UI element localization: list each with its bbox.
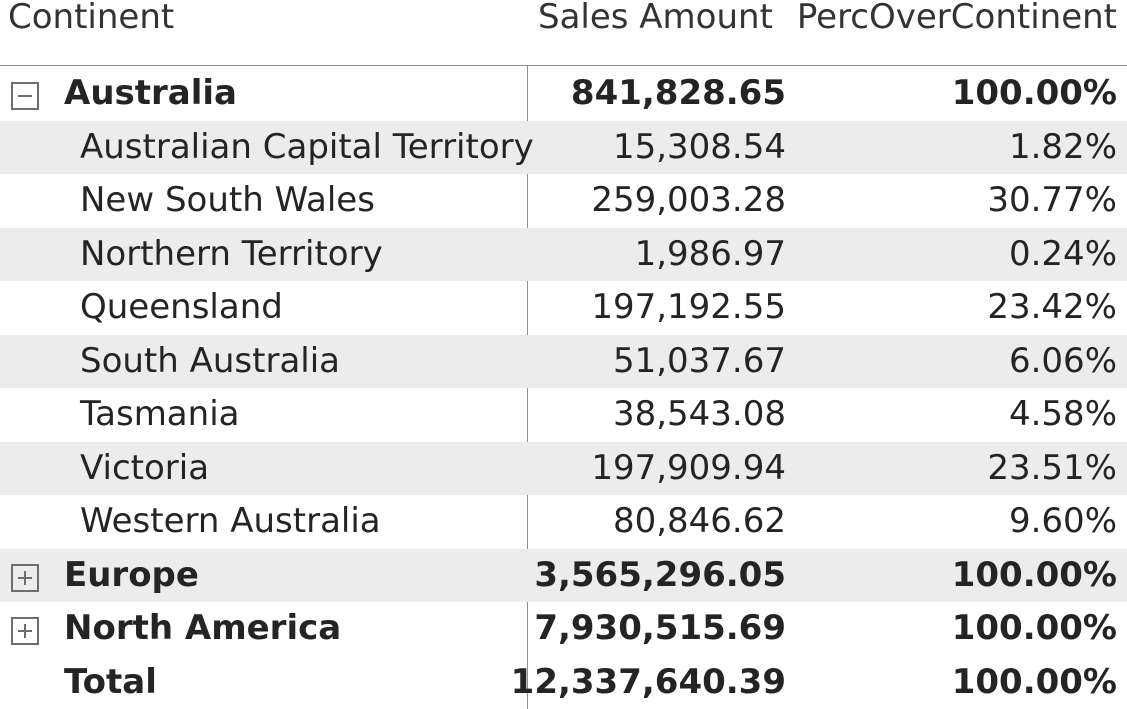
expand-icon[interactable] (11, 617, 39, 645)
perc-over-continent-value: 9.60% (1008, 501, 1117, 541)
row-label: South Australia (80, 340, 341, 381)
sales-amount-value: 15,308.54 (612, 126, 786, 167)
sales-amount-value: 51,037.67 (612, 340, 786, 381)
matrix-header: Continent Sales Amount PercOverContinent (0, 0, 1127, 66)
sales-amount-value: 7,930,515.69 (534, 608, 786, 648)
table-row: Northern Territory 1,986.97 0.24% (0, 227, 1127, 281)
row-label: Total (64, 661, 157, 702)
table-row: North America 7,930,515.69 100.00% (0, 602, 1127, 656)
row-label: Tasmania (80, 394, 240, 434)
table-row: Tasmania 38,543.08 4.58% (0, 388, 1127, 442)
table-row: Australian Capital Territory 15,308.54 1… (0, 120, 1127, 174)
header-divider (0, 65, 1127, 66)
perc-over-continent-value: 0.24% (1008, 233, 1117, 274)
perc-over-continent-value: 23.51% (987, 447, 1117, 488)
row-label: Europe (64, 554, 199, 595)
table-row: Queensland 197,192.55 23.42% (0, 281, 1127, 335)
table-row: Australia 841,828.65 100.00% (0, 67, 1127, 121)
perc-over-continent-value: 4.58% (1008, 394, 1117, 434)
row-label: New South Wales (80, 180, 375, 220)
perc-over-continent-value: 100.00% (951, 661, 1117, 702)
total-row: Total 12,337,640.39 100.00% (0, 656, 1127, 709)
sales-amount-value: 197,192.55 (591, 287, 786, 327)
sales-amount-value: 38,543.08 (612, 394, 786, 434)
sales-amount-value: 841,828.65 (570, 73, 786, 113)
collapse-icon[interactable] (11, 82, 39, 110)
table-row: Europe 3,565,296.05 100.00% (0, 548, 1127, 602)
row-label: Western Australia (80, 501, 381, 541)
table-row: New South Wales 259,003.28 30.77% (0, 174, 1127, 228)
table-row: Victoria 197,909.94 23.51% (0, 441, 1127, 495)
row-label: Queensland (80, 287, 283, 327)
perc-over-continent-value: 100.00% (951, 73, 1117, 113)
row-label: Northern Territory (80, 233, 383, 274)
perc-over-continent-value: 100.00% (951, 554, 1117, 595)
perc-over-continent-value: 100.00% (951, 608, 1117, 648)
column-header-continent[interactable]: Continent (8, 0, 175, 37)
column-header-sales-amount[interactable]: Sales Amount (538, 0, 773, 37)
row-label: Australian Capital Territory (80, 126, 534, 167)
sales-amount-value: 12,337,640.39 (510, 661, 786, 702)
row-label: Victoria (80, 447, 210, 488)
column-header-perc-over-continent[interactable]: PercOverContinent (796, 0, 1117, 37)
sales-amount-value: 80,846.62 (612, 501, 786, 541)
sales-amount-value: 197,909.94 (591, 447, 786, 488)
sales-amount-value: 259,003.28 (591, 180, 786, 220)
table-row: South Australia 51,037.67 6.06% (0, 334, 1127, 388)
perc-over-continent-value: 1.82% (1008, 126, 1117, 167)
expand-icon[interactable] (11, 563, 39, 592)
perc-over-continent-value: 23.42% (987, 287, 1117, 327)
table-row: Western Australia 80,846.62 9.60% (0, 495, 1127, 549)
perc-over-continent-value: 30.77% (987, 180, 1117, 220)
sales-amount-value: 3,565,296.05 (534, 554, 786, 595)
sales-amount-value: 1,986.97 (634, 233, 786, 274)
matrix-body: Australia 841,828.65 100.00% Australian … (0, 67, 1127, 709)
perc-over-continent-value: 6.06% (1008, 340, 1117, 381)
row-label: North America (64, 608, 342, 648)
row-label: Australia (64, 73, 237, 113)
